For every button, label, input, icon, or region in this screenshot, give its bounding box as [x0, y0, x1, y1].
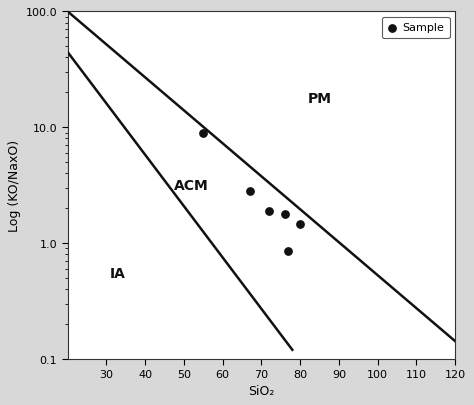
Sample [265, 208, 273, 215]
Sample [285, 249, 292, 255]
X-axis label: SiO₂: SiO₂ [248, 384, 274, 396]
Sample [200, 130, 207, 136]
Text: PM: PM [308, 92, 331, 105]
Text: IA: IA [110, 266, 126, 281]
Sample [246, 189, 254, 195]
Y-axis label: Log (KO/NaxO): Log (KO/NaxO) [9, 140, 21, 232]
Text: ACM: ACM [174, 178, 209, 192]
Sample [281, 211, 288, 217]
Sample [296, 222, 304, 228]
Legend: Sample: Sample [382, 18, 449, 39]
